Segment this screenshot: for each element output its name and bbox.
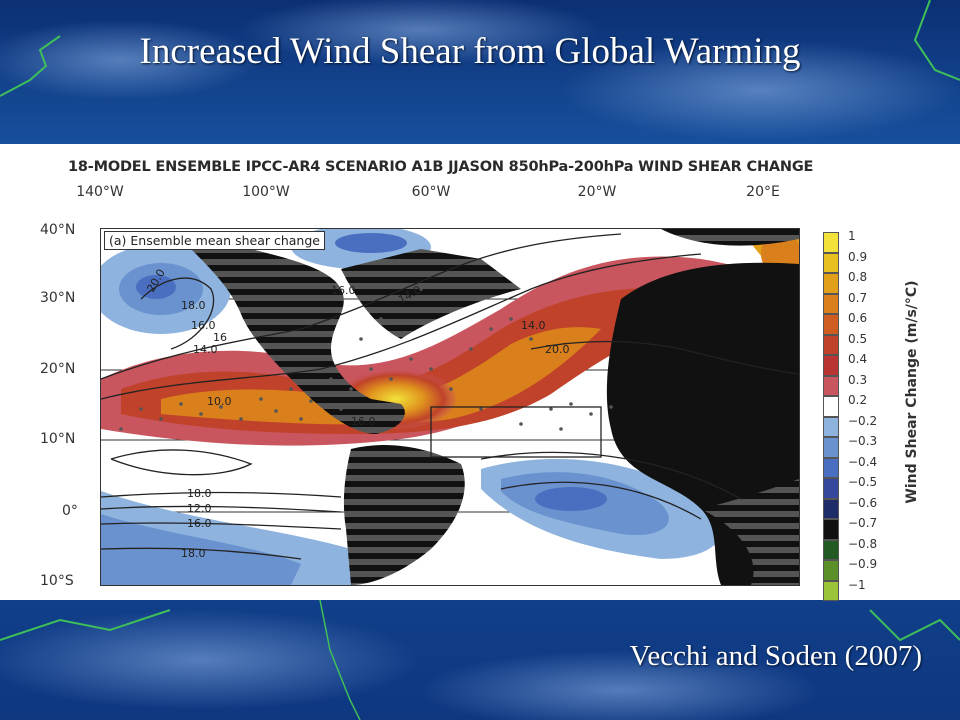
contour-label: 12.0 xyxy=(187,502,212,515)
colorbar-tick-label: 0.7 xyxy=(848,290,868,305)
colorbar-tick-label: 0.6 xyxy=(848,311,868,325)
colorbar-swatch xyxy=(823,498,839,519)
colorbar-tick-label: −0.4 xyxy=(848,454,878,469)
colorbar-swatch xyxy=(823,539,839,560)
contour-label: 16 xyxy=(213,331,227,344)
contour-label: 18.0 xyxy=(181,299,206,312)
colorbar-tick-label: 0.2 xyxy=(848,393,868,407)
colorbar-swatch xyxy=(823,396,839,417)
contour-label: 16.0 xyxy=(331,284,356,297)
colorbar-swatch xyxy=(823,457,839,478)
colorbar-tick-label: −0.5 xyxy=(848,475,878,489)
colorbar-tick-label: −0.7 xyxy=(848,516,878,530)
colorbar-swatch xyxy=(823,232,839,253)
colorbar-tick-label: −0.9 xyxy=(848,557,878,571)
colorbar-tick-label: 0.3 xyxy=(848,372,868,387)
colorbar-swatch xyxy=(823,478,839,499)
colorbar-swatch xyxy=(823,293,839,314)
colorbar-tick-label: 1 xyxy=(848,229,856,243)
lon-label-60w: 60°W xyxy=(411,184,451,200)
colorbar-swatch xyxy=(823,355,839,376)
lat-label-equator: 0° xyxy=(62,503,78,519)
colorbar-tick-label: −0.2 xyxy=(848,413,878,428)
colorbar-swatch xyxy=(823,437,839,458)
lat-label-40n: 40°N xyxy=(40,222,76,238)
figure-header: 18-MODEL ENSEMBLE IPCC-AR4 SCENARIO A1B … xyxy=(68,159,814,175)
colorbar-swatch xyxy=(823,334,839,355)
contour-label: 20.0 xyxy=(545,343,570,356)
colorbar-tick-label: −1 xyxy=(848,577,866,592)
colorbar-tick-label: −0.8 xyxy=(848,536,878,551)
colorbar-title: Wind Shear Change (m/s/°C) xyxy=(904,280,920,504)
contour-label: 18.0 xyxy=(181,547,206,560)
colorbar-tick-label: 0.4 xyxy=(848,352,868,366)
main-development-region-box xyxy=(430,406,602,458)
colorbar-swatch xyxy=(823,416,839,437)
shear-change-map: 20.0 18.0 16.0 14.0 16 14.0 10.0 16.0 14… xyxy=(100,228,800,586)
colorbar-tick-label: 0.8 xyxy=(848,270,868,284)
contour-label: 16.0 xyxy=(351,415,376,428)
contour-label: 14.0 xyxy=(521,319,546,332)
slide-title: Increased Wind Shear from Global Warming xyxy=(139,31,801,72)
lat-label-10s: 10°S xyxy=(40,573,74,589)
colorbar-tick-label: 0.5 xyxy=(848,331,868,346)
colorbar-tick-label: 0.9 xyxy=(848,249,868,264)
lon-label-140w: 140°W xyxy=(76,184,124,200)
colorbar-swatch xyxy=(823,560,839,581)
lat-label-30n: 30°N xyxy=(40,290,76,306)
contour-label: 16.0 xyxy=(187,517,212,530)
land-masses xyxy=(191,229,799,585)
lat-label-10n: 10°N xyxy=(40,431,76,447)
colorbar-tick-label: −0.6 xyxy=(848,495,878,510)
contour-label: 14.0 xyxy=(193,343,218,356)
shear-contours xyxy=(101,233,799,560)
colorbar-swatch xyxy=(823,375,839,396)
lon-label-20w: 20°W xyxy=(577,184,617,200)
colorbar-swatch xyxy=(823,519,839,540)
contour-label: 18.0 xyxy=(187,487,212,500)
colorbar-swatch xyxy=(823,580,839,601)
lat-label-20n: 20°N xyxy=(40,361,76,377)
storm-genesis-points xyxy=(119,287,613,431)
colorbar-tick-label: −0.3 xyxy=(848,434,878,448)
colorbar-swatch xyxy=(823,314,839,335)
contour-label: 16.0 xyxy=(191,319,216,332)
panel-label: (a) Ensemble mean shear change xyxy=(104,231,325,250)
lon-label-100w: 100°W xyxy=(242,184,290,200)
lon-label-20e: 20°E xyxy=(746,184,780,200)
citation: Vecchi and Soden (2007) xyxy=(629,640,922,672)
contour-label: 10.0 xyxy=(207,395,232,408)
colorbar-swatch xyxy=(823,273,839,294)
colorbar-swatch xyxy=(823,252,839,273)
